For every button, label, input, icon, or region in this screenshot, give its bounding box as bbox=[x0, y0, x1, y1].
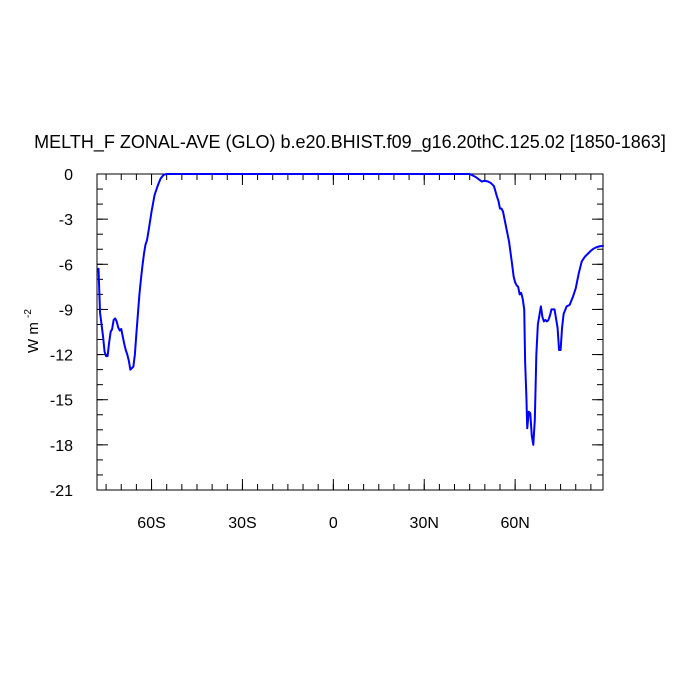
data-line-melth-f bbox=[97, 173, 604, 446]
y-tick-label: -6 bbox=[59, 257, 73, 274]
plot-frame bbox=[96, 173, 604, 491]
y-axis-label-exponent: -2 bbox=[23, 309, 34, 318]
minor-ticks bbox=[97, 173, 603, 491]
x-tick-labels: 60S 30S 0 30N 60N bbox=[137, 515, 530, 532]
y-tick-label: 0 bbox=[64, 167, 73, 184]
x-tick-label: 30S bbox=[228, 515, 256, 532]
y-tick-label: -15 bbox=[50, 393, 73, 410]
x-tick-label: 0 bbox=[329, 515, 338, 532]
x-tick-label: 60N bbox=[500, 515, 529, 532]
y-axis-label-main: W m bbox=[25, 322, 42, 353]
y-tick-label: -18 bbox=[50, 438, 73, 455]
y-axis-label: W m -2 bbox=[23, 309, 42, 353]
y-tick-label: -9 bbox=[59, 302, 73, 319]
y-tick-label: -3 bbox=[59, 212, 73, 229]
chart-title: MELTH_F ZONAL-AVE (GLO) b.e20.BHIST.f09_… bbox=[34, 132, 666, 153]
y-tick-labels: 0 -3 -6 -9 -12 -15 -18 -21 bbox=[50, 167, 73, 500]
x-tick-label: 60S bbox=[137, 515, 165, 532]
major-ticks bbox=[97, 173, 603, 491]
x-tick-label: 30N bbox=[410, 515, 439, 532]
y-tick-label: -12 bbox=[50, 348, 73, 365]
plot-border bbox=[96, 173, 604, 491]
y-tick-label: -21 bbox=[50, 483, 73, 500]
